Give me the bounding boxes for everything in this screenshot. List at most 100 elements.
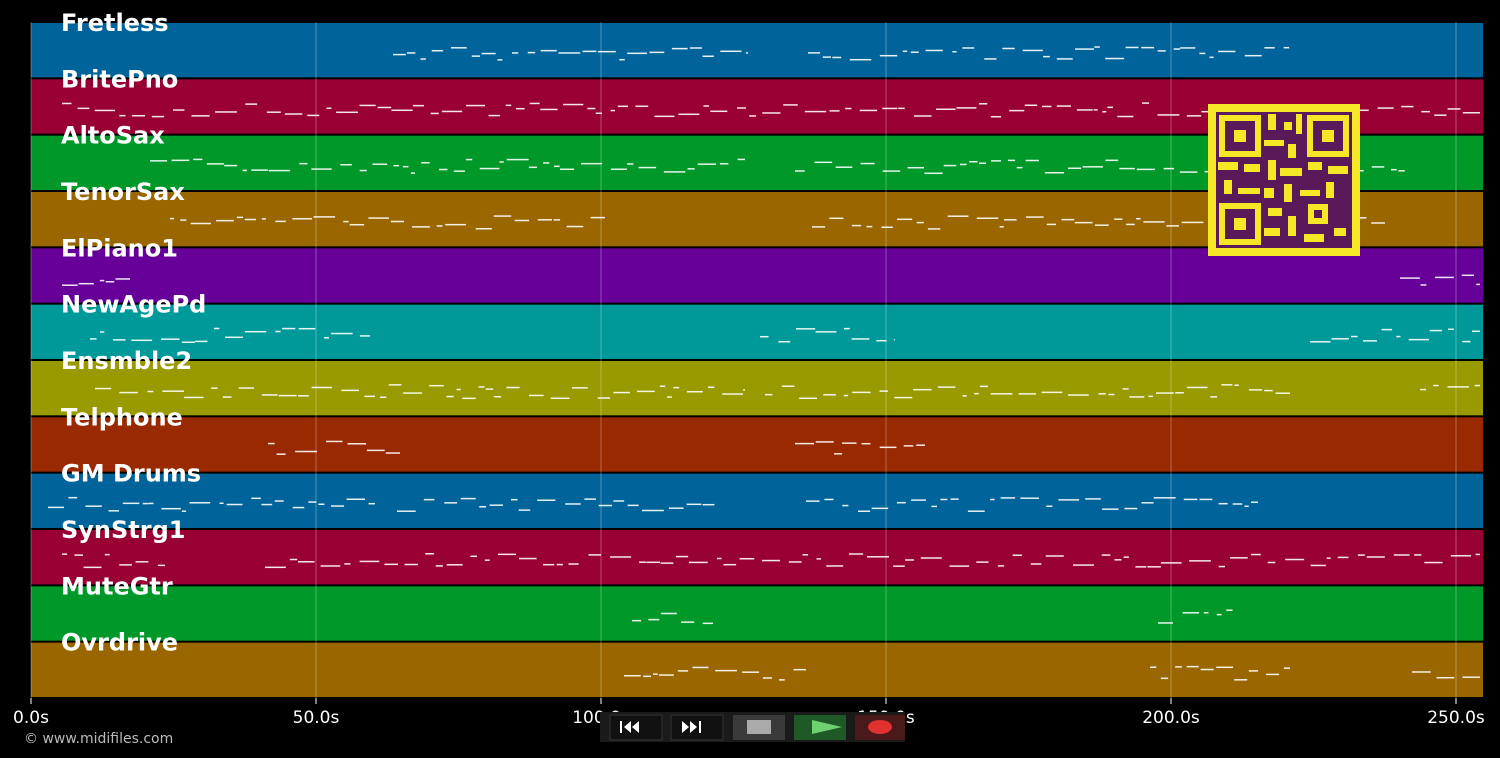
note	[1045, 555, 1064, 557]
note	[190, 222, 211, 225]
note	[1098, 393, 1106, 395]
note	[326, 440, 343, 443]
note	[1046, 505, 1053, 507]
note	[668, 507, 684, 509]
note	[1244, 505, 1249, 508]
note	[894, 396, 913, 399]
note	[931, 505, 937, 508]
note	[1122, 388, 1129, 390]
note	[568, 563, 579, 565]
note	[848, 553, 864, 555]
note	[686, 390, 703, 393]
note	[1199, 52, 1206, 55]
record-button[interactable]	[855, 715, 905, 740]
note	[947, 215, 969, 217]
note	[976, 217, 999, 219]
note	[364, 395, 375, 398]
note	[1056, 105, 1071, 107]
play-button[interactable]	[794, 715, 846, 740]
note	[1135, 566, 1147, 568]
note	[453, 170, 465, 172]
note	[1414, 554, 1422, 556]
note	[85, 505, 102, 507]
note	[1108, 393, 1115, 396]
note	[222, 396, 232, 398]
note	[282, 327, 296, 330]
note	[624, 674, 641, 677]
note	[675, 555, 689, 558]
note	[543, 563, 555, 566]
note	[1068, 167, 1082, 170]
note	[553, 165, 560, 168]
note	[423, 498, 435, 501]
note	[565, 503, 581, 505]
note	[1025, 159, 1039, 162]
note	[1447, 328, 1454, 331]
note	[1218, 565, 1225, 568]
note	[1396, 335, 1401, 338]
fast-forward-button[interactable]	[670, 714, 724, 741]
note	[431, 49, 444, 52]
note	[429, 384, 444, 387]
note	[1221, 384, 1233, 386]
note	[1201, 110, 1211, 113]
note	[898, 107, 905, 110]
note	[158, 564, 165, 567]
note	[881, 226, 893, 229]
note	[581, 162, 603, 165]
note	[1189, 560, 1211, 562]
note	[990, 393, 1013, 395]
note	[903, 445, 914, 447]
note	[74, 554, 84, 556]
note	[745, 52, 748, 54]
note	[778, 340, 791, 343]
note	[1476, 283, 1480, 286]
note	[550, 397, 570, 400]
note	[105, 280, 115, 283]
note	[479, 167, 500, 170]
note	[397, 510, 416, 512]
note	[687, 168, 695, 170]
note	[402, 165, 409, 168]
track-band	[31, 417, 1483, 472]
note	[627, 52, 648, 55]
note	[462, 397, 476, 400]
note	[170, 217, 175, 220]
note	[171, 159, 190, 162]
note	[147, 390, 154, 393]
note	[368, 217, 389, 219]
note	[420, 58, 426, 60]
note	[326, 107, 332, 109]
note	[1267, 561, 1276, 564]
note	[990, 160, 1002, 162]
note	[597, 397, 611, 399]
note	[788, 561, 802, 563]
note	[1447, 108, 1461, 110]
note	[151, 115, 165, 118]
note	[823, 394, 836, 396]
note	[211, 387, 218, 389]
note	[344, 563, 351, 565]
note	[1175, 392, 1184, 394]
note	[119, 391, 138, 394]
note	[703, 105, 709, 107]
note	[845, 107, 852, 110]
stop-button[interactable]	[733, 715, 785, 740]
note	[292, 506, 305, 509]
note	[1044, 172, 1065, 174]
tick-label: 0.0s	[13, 708, 49, 728]
track-name: Fretless	[61, 9, 169, 37]
note	[1434, 114, 1447, 116]
note	[1126, 223, 1135, 226]
note	[268, 442, 275, 445]
track-band	[31, 642, 1483, 697]
note	[663, 171, 686, 173]
rewind-button[interactable]	[609, 714, 663, 741]
note	[722, 393, 744, 395]
note	[793, 668, 806, 671]
note	[716, 557, 722, 560]
note	[340, 164, 352, 166]
note	[653, 673, 658, 675]
note	[1377, 107, 1394, 109]
note	[1248, 389, 1263, 391]
